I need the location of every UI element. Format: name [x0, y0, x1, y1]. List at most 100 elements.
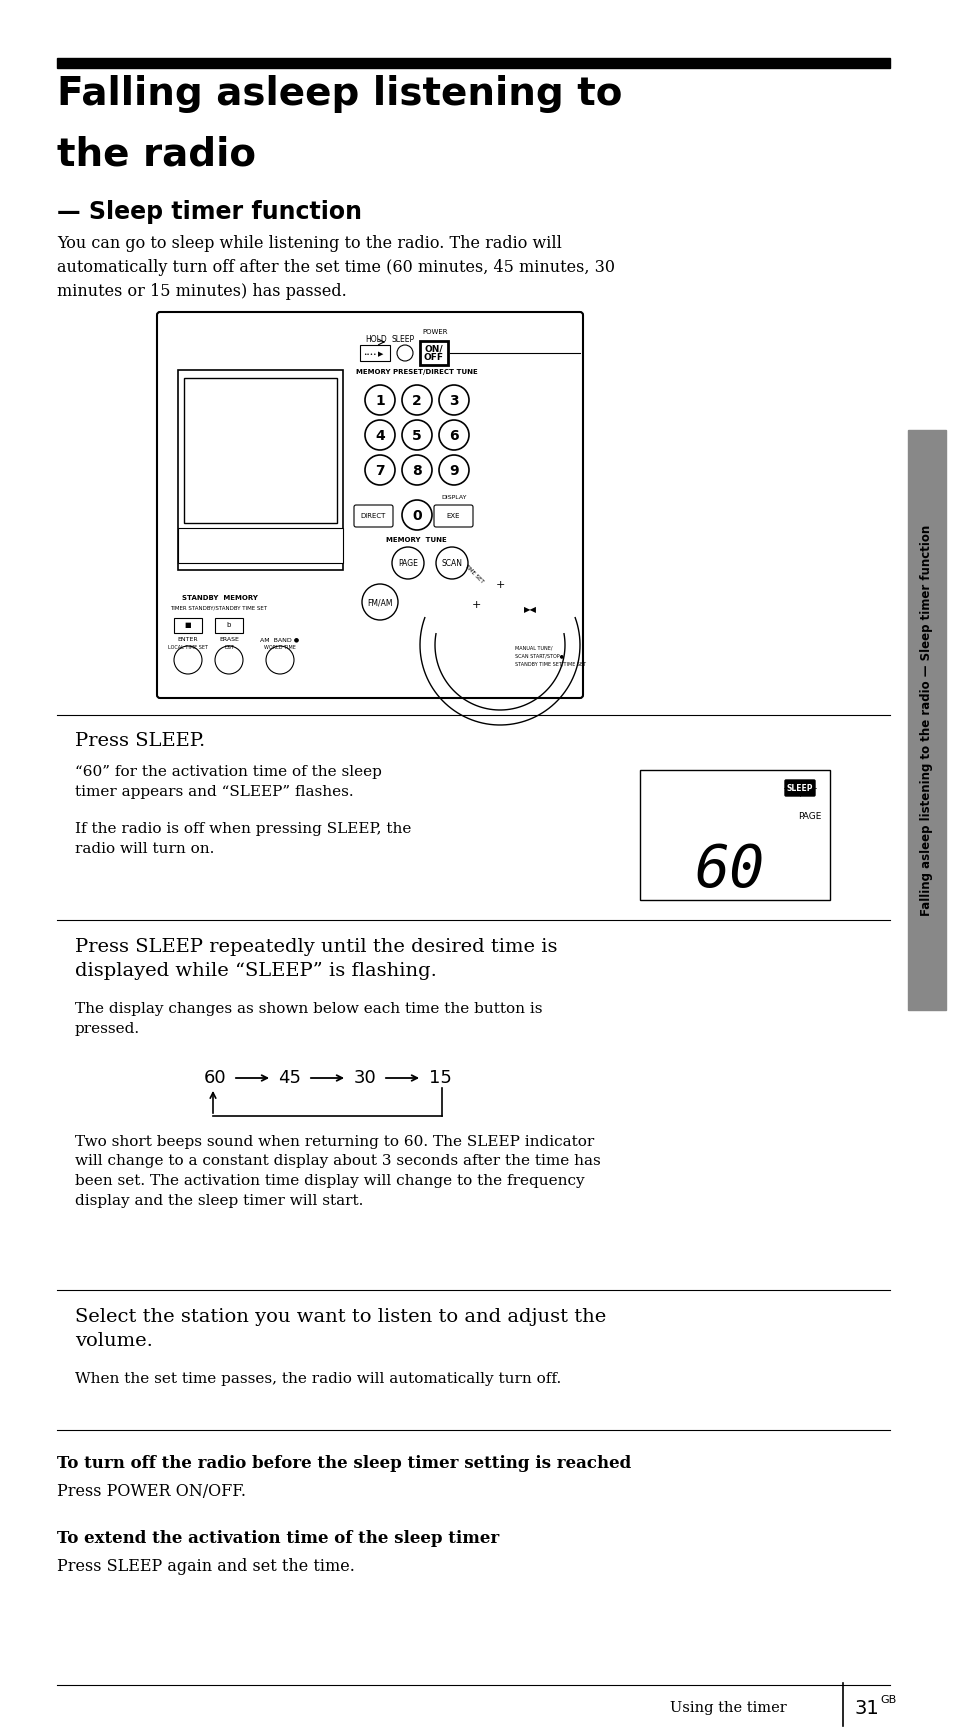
Circle shape	[401, 386, 432, 415]
Bar	[178, 527, 343, 564]
Text: Press SLEEP.: Press SLEEP.	[75, 731, 205, 750]
Text: STANDBY TIME SET/TIME SET: STANDBY TIME SET/TIME SET	[515, 660, 585, 666]
Text: DIRECT: DIRECT	[360, 514, 385, 519]
Text: You can go to sleep while listening to the radio. The radio will
automatically t: You can go to sleep while listening to t…	[57, 235, 615, 301]
Text: Select the station you want to listen to and adjust the
volume.: Select the station you want to listen to…	[75, 1309, 605, 1350]
FancyBboxPatch shape	[157, 311, 582, 699]
Text: OFF: OFF	[423, 353, 443, 361]
Text: MANUAL TUNE/: MANUAL TUNE/	[515, 645, 552, 650]
Text: ■: ■	[185, 622, 192, 628]
Text: Falling asleep listening to the radio — Sleep timer function: Falling asleep listening to the radio — …	[920, 524, 933, 916]
Text: SCAN: SCAN	[441, 558, 462, 567]
Text: AM  BAND ●: AM BAND ●	[260, 636, 299, 641]
Text: ••••: ••••	[363, 351, 376, 356]
Text: 1: 1	[375, 394, 384, 408]
Text: 9: 9	[449, 463, 458, 477]
Circle shape	[173, 647, 202, 674]
Text: EXE: EXE	[446, 514, 459, 519]
Circle shape	[214, 647, 243, 674]
Text: The display changes as shown below each time the button is
pressed.: The display changes as shown below each …	[75, 1003, 542, 1036]
Bar	[173, 617, 202, 633]
Text: 60: 60	[694, 842, 764, 899]
Bar	[178, 370, 343, 571]
Text: 60: 60	[204, 1069, 226, 1088]
Text: b: b	[227, 622, 231, 628]
Text: 2: 2	[412, 394, 421, 408]
Text: ▶◀: ▶◀	[523, 605, 536, 614]
Text: PAGE: PAGE	[397, 558, 417, 567]
Circle shape	[365, 455, 395, 486]
Circle shape	[438, 386, 469, 415]
Circle shape	[401, 455, 432, 486]
Text: SCAN START/STOP●: SCAN START/STOP●	[515, 654, 563, 659]
Text: DST: DST	[224, 645, 233, 650]
Text: +: +	[495, 579, 504, 590]
Text: 45: 45	[278, 1069, 301, 1088]
Text: FM/AM: FM/AM	[367, 598, 393, 607]
Text: — Sleep timer function: — Sleep timer function	[57, 201, 361, 225]
FancyBboxPatch shape	[434, 505, 473, 527]
Circle shape	[436, 546, 468, 579]
Text: TIMER STANDBY/STANDBY TIME SET: TIMER STANDBY/STANDBY TIME SET	[170, 605, 267, 610]
Text: SLEEP: SLEEP	[392, 335, 415, 344]
Text: If the radio is off when pressing SLEEP, the
radio will turn on.: If the radio is off when pressing SLEEP,…	[75, 821, 411, 856]
Text: Falling asleep listening to: Falling asleep listening to	[57, 74, 621, 112]
Text: TIME SET: TIME SET	[462, 564, 483, 584]
Circle shape	[438, 420, 469, 450]
Bar	[359, 346, 390, 361]
Bar	[639, 769, 829, 901]
Text: WORLD TIME: WORLD TIME	[264, 645, 295, 650]
Text: Press SLEEP repeatedly until the desired time is
displayed while “SLEEP” is flas: Press SLEEP repeatedly until the desired…	[75, 939, 557, 980]
Circle shape	[392, 546, 423, 579]
Circle shape	[365, 386, 395, 415]
Bar	[214, 617, 243, 633]
Text: When the set time passes, the radio will automatically turn off.: When the set time passes, the radio will…	[75, 1373, 560, 1387]
FancyBboxPatch shape	[784, 780, 814, 795]
Text: 7: 7	[375, 463, 384, 477]
Text: 5: 5	[412, 429, 421, 443]
Text: the radio: the radio	[57, 135, 255, 173]
Text: 4: 4	[375, 429, 384, 443]
Circle shape	[396, 346, 413, 361]
Text: STANDBY  MEMORY: STANDBY MEMORY	[182, 595, 257, 602]
Text: 6: 6	[449, 429, 458, 443]
Text: Two short beeps sound when returning to 60. The SLEEP indicator
will change to a: Two short beeps sound when returning to …	[75, 1134, 600, 1207]
Text: Press SLEEP again and set the time.: Press SLEEP again and set the time.	[57, 1558, 355, 1575]
Text: To turn off the radio before the sleep timer setting is reached: To turn off the radio before the sleep t…	[57, 1456, 631, 1471]
Text: 3: 3	[449, 394, 458, 408]
Circle shape	[361, 584, 397, 621]
Text: ON/: ON/	[424, 344, 443, 353]
Circle shape	[266, 647, 294, 674]
Text: POWER: POWER	[422, 329, 447, 335]
FancyBboxPatch shape	[354, 505, 393, 527]
Text: MEMORY PRESET/DIRECT TUNE: MEMORY PRESET/DIRECT TUNE	[355, 368, 477, 375]
Text: 30: 30	[354, 1069, 376, 1088]
Bar	[57, 59, 889, 67]
Text: LOCAL TIME SET: LOCAL TIME SET	[168, 645, 208, 650]
Text: ERASE: ERASE	[219, 636, 238, 641]
Circle shape	[401, 500, 432, 531]
Text: Using the timer: Using the timer	[669, 1701, 786, 1715]
Text: 8: 8	[412, 463, 421, 477]
Text: +: +	[471, 600, 480, 610]
Text: GB: GB	[879, 1694, 895, 1705]
Text: SLEEP: SLEEP	[786, 783, 812, 792]
Circle shape	[401, 420, 432, 450]
Text: HOLD: HOLD	[365, 335, 386, 344]
FancyBboxPatch shape	[419, 341, 448, 365]
Text: DISPLAY: DISPLAY	[441, 494, 466, 500]
Text: 0: 0	[412, 508, 421, 522]
Text: 15: 15	[428, 1069, 451, 1088]
Circle shape	[365, 420, 395, 450]
Bar	[184, 379, 336, 522]
Text: Press POWER ON/OFF.: Press POWER ON/OFF.	[57, 1483, 246, 1501]
Text: ENTER: ENTER	[177, 636, 198, 641]
Text: PAGE: PAGE	[798, 813, 821, 821]
Text: MEMORY  TUNE: MEMORY TUNE	[386, 538, 446, 543]
Text: To extend the activation time of the sleep timer: To extend the activation time of the sle…	[57, 1530, 498, 1547]
Circle shape	[438, 455, 469, 486]
Text: “60” for the activation time of the sleep
timer appears and “SLEEP” flashes.: “60” for the activation time of the slee…	[75, 764, 381, 799]
Text: ▶: ▶	[377, 351, 383, 356]
Bar	[907, 431, 945, 1010]
Text: 31: 31	[854, 1698, 879, 1717]
